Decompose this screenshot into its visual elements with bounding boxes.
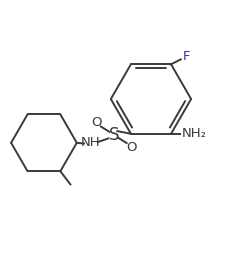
Text: F: F	[183, 51, 191, 64]
Text: O: O	[126, 141, 137, 154]
Text: O: O	[91, 116, 101, 129]
Text: NH: NH	[81, 136, 101, 149]
Text: NH₂: NH₂	[182, 127, 207, 140]
Text: S: S	[108, 126, 119, 144]
